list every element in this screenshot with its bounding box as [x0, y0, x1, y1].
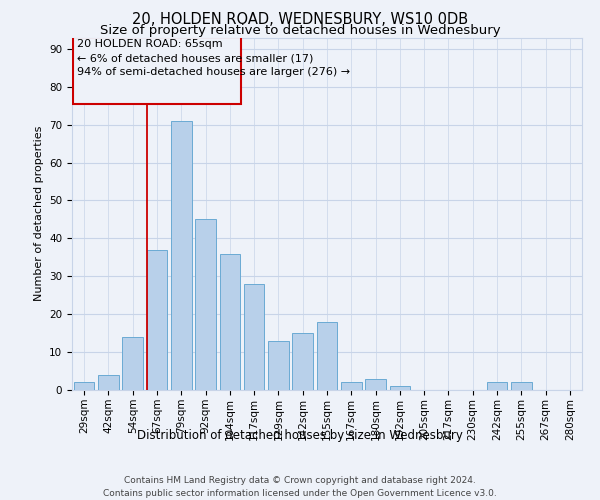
- Bar: [292, 333, 313, 390]
- Bar: [244, 284, 265, 390]
- Bar: [122, 337, 143, 390]
- Bar: [195, 220, 216, 390]
- Bar: [98, 375, 119, 390]
- Y-axis label: Number of detached properties: Number of detached properties: [34, 126, 44, 302]
- Bar: [389, 386, 410, 390]
- Bar: [268, 340, 289, 390]
- Text: 20, HOLDEN ROAD, WEDNESBURY, WS10 0DB: 20, HOLDEN ROAD, WEDNESBURY, WS10 0DB: [132, 12, 468, 28]
- Bar: [74, 382, 94, 390]
- Text: Distribution of detached houses by size in Wednesbury: Distribution of detached houses by size …: [137, 430, 463, 442]
- Bar: [171, 121, 191, 390]
- Text: Contains HM Land Registry data © Crown copyright and database right 2024.
Contai: Contains HM Land Registry data © Crown c…: [103, 476, 497, 498]
- Bar: [220, 254, 240, 390]
- Bar: [511, 382, 532, 390]
- Bar: [487, 382, 508, 390]
- Bar: [365, 378, 386, 390]
- Bar: [317, 322, 337, 390]
- Bar: [73, 38, 241, 104]
- Bar: [146, 250, 167, 390]
- Bar: [341, 382, 362, 390]
- Text: 20 HOLDEN ROAD: 65sqm
← 6% of detached houses are smaller (17)
94% of semi-detac: 20 HOLDEN ROAD: 65sqm ← 6% of detached h…: [77, 40, 350, 78]
- Text: Size of property relative to detached houses in Wednesbury: Size of property relative to detached ho…: [100, 24, 500, 37]
